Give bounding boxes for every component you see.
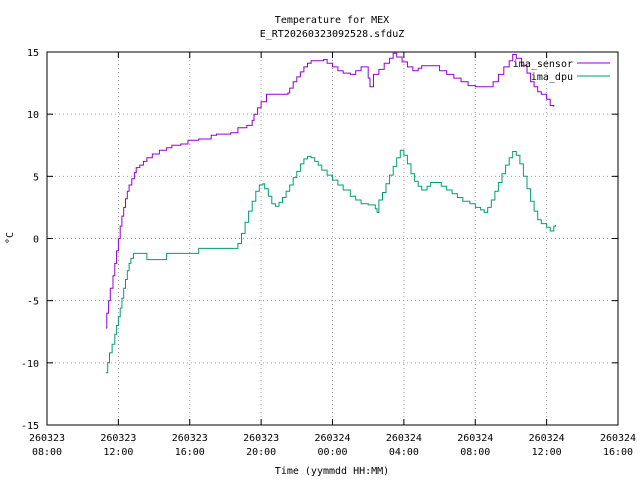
x-tick-time-label: 08:00: [32, 447, 62, 458]
legend-label-ima-dpu: ima_dpu: [531, 72, 573, 83]
x-tick-date-label: 260323: [243, 433, 279, 444]
chart-subtitle: E_RT20260323092528.sfduZ: [260, 29, 405, 40]
x-tick-date-label: 260324: [529, 433, 565, 444]
legend-label-ima-sensor: ima_sensor: [513, 59, 573, 70]
x-tick-time-label: 08:00: [460, 447, 490, 458]
grid-lines: [47, 52, 618, 425]
legend: ima_sensor ima_dpu: [513, 59, 610, 83]
y-tick-label: 0: [33, 235, 39, 246]
x-tick-time-label: 20:00: [246, 447, 276, 458]
x-tick-time-label: 16:00: [175, 447, 205, 458]
x-tick-date-label: 260323: [172, 433, 208, 444]
y-tick-label: -10: [21, 359, 39, 370]
x-tick-time-label: 16:00: [603, 447, 633, 458]
plot-frame: [46, 51, 619, 426]
x-tick-date-label: 260323: [100, 433, 136, 444]
x-axis-label: Time (yymmdd HH:MM): [275, 466, 389, 477]
x-tick-date-label: 260324: [457, 433, 493, 444]
series-line-ima-sensor: [105, 52, 555, 329]
plot-lines: [105, 52, 556, 374]
chart-title: Temperature for MEX: [275, 15, 389, 26]
x-tick-date-label: 260324: [600, 433, 636, 444]
x-tick-time-label: 12:00: [103, 447, 133, 458]
series-line-ima-dpu: [105, 149, 556, 374]
y-tick-label: 15: [27, 48, 39, 59]
axis-ticks: -15 -10 -5 0 5 10 15 260323 08:00 260323 12:00 2603…: [21, 48, 636, 458]
x-tick-time-label: 00:00: [317, 447, 347, 458]
x-tick-date-label: 260323: [29, 433, 65, 444]
x-tick-time-label: 04:00: [389, 447, 419, 458]
x-tick-time-label: 12:00: [532, 447, 562, 458]
y-axis-label: °C: [5, 232, 16, 244]
y-tick-label: 5: [33, 172, 39, 183]
y-tick-label: -5: [27, 297, 39, 308]
y-tick-label: 10: [27, 110, 39, 121]
y-tick-label: -15: [21, 421, 39, 432]
x-tick-date-label: 260324: [386, 433, 422, 444]
x-tick-date-label: 260324: [314, 433, 350, 444]
